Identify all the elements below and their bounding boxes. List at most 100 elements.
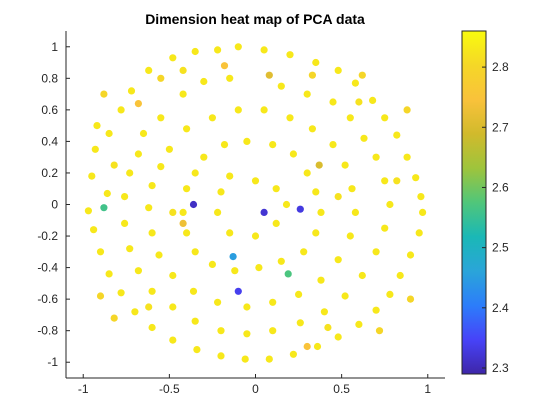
scatter-point <box>396 271 404 280</box>
scatter-point <box>417 193 425 201</box>
scatter-point <box>200 153 208 161</box>
scatter-point <box>346 114 354 122</box>
scatter-point <box>403 106 411 114</box>
scatter-point <box>208 260 216 268</box>
scatter-point <box>265 355 273 363</box>
scatter-point <box>189 287 198 295</box>
scatter-point <box>193 346 201 354</box>
scatter-point <box>303 169 311 177</box>
scatter-point <box>286 114 294 122</box>
scatter-point <box>381 224 389 232</box>
scatter-point <box>312 58 320 67</box>
scatter-point <box>105 270 113 278</box>
y-tick-label: 0 <box>51 198 58 212</box>
scatter-point <box>179 66 187 74</box>
x-tick-label: 0 <box>252 382 259 396</box>
colorbar-tick-label: 2.7 <box>492 120 509 134</box>
colorbar-tick-label: 2.5 <box>492 241 509 255</box>
scatter-point <box>386 290 394 298</box>
scatter-point <box>100 204 108 212</box>
chart-title: Dimension heat map of PCA data <box>145 11 365 27</box>
scatter-point <box>334 66 342 74</box>
scatter-point <box>103 189 111 198</box>
scatter-point <box>169 208 177 216</box>
scatter-point <box>243 303 251 311</box>
scatter-point <box>214 46 222 54</box>
scatter-point <box>303 90 311 98</box>
scatter-point <box>381 114 389 122</box>
scatter-point <box>148 287 156 295</box>
scatter-point <box>269 298 277 306</box>
y-tick-label: -0.6 <box>37 292 58 306</box>
scatter-point <box>381 177 389 185</box>
scatter-point <box>121 193 129 201</box>
x-tick-label: 0.5 <box>333 382 350 396</box>
scatter-point <box>372 248 380 256</box>
scatter-point <box>155 251 163 259</box>
scatter-point <box>358 271 366 280</box>
scatter-point <box>260 106 268 114</box>
scatter-point <box>284 270 292 278</box>
y-tick-label: 1 <box>51 40 58 54</box>
scatter-point <box>351 208 359 216</box>
scatter-point <box>329 141 337 149</box>
scatter-point <box>393 131 401 139</box>
scatter-point <box>295 290 303 298</box>
scatter-point <box>403 153 411 161</box>
x-tick-label: 1 <box>424 382 431 396</box>
scatter-point <box>191 248 199 256</box>
scatter-point <box>360 134 368 142</box>
scatter-point <box>317 208 325 216</box>
scatter-point <box>110 314 118 322</box>
scatter-point <box>117 106 125 114</box>
scatter-point <box>251 232 260 240</box>
scatter-point <box>406 251 415 259</box>
scatter-point <box>355 320 363 328</box>
scatter-point <box>157 114 165 122</box>
scatter-point <box>126 169 134 177</box>
scatter-point <box>312 229 320 237</box>
scatter-point <box>169 336 177 344</box>
scatter-point <box>346 232 354 240</box>
scatter-point <box>334 256 342 264</box>
scatter-point <box>117 289 125 297</box>
scatter-point <box>191 317 199 325</box>
scatter-point <box>393 177 401 185</box>
scatter-point <box>243 330 251 338</box>
scatter-point <box>315 161 323 169</box>
scatter-point <box>179 90 187 98</box>
scatter-point <box>88 172 96 180</box>
scatter-point <box>127 87 136 95</box>
colorbar-tick-label: 2.8 <box>492 60 509 74</box>
colorbar-ticks: 2.3 2.4 2.5 2.6 2.7 2.8 <box>482 60 509 375</box>
colorbar-tick-label: 2.4 <box>492 301 509 315</box>
scatter-point <box>334 193 342 201</box>
scatter-point <box>277 82 285 90</box>
scatter-point <box>100 90 108 98</box>
scatter-point <box>183 125 191 133</box>
scatter-point <box>145 66 153 74</box>
scatter-point <box>296 319 304 327</box>
y-tick-label: -0.8 <box>37 324 58 338</box>
scatter-point <box>324 323 332 332</box>
scatter-point <box>226 229 234 237</box>
scatter-point <box>243 137 251 145</box>
scatter-point <box>148 229 156 237</box>
scatter-point <box>341 161 349 169</box>
scatter-point <box>313 342 322 351</box>
scatter-point <box>217 188 225 196</box>
scatter-point <box>272 219 280 227</box>
scatter-point <box>355 98 363 106</box>
scatter-point <box>134 150 142 158</box>
scatter-point <box>96 292 105 300</box>
scatter-point <box>375 327 384 335</box>
scatter-point <box>226 74 234 82</box>
scatter-point <box>348 185 356 193</box>
scatter-point <box>126 245 134 253</box>
scatter-point <box>90 226 98 234</box>
scatter-point <box>308 125 316 133</box>
scatter-point <box>308 71 316 79</box>
scatter-point <box>191 169 199 177</box>
scatter-point <box>179 208 187 216</box>
